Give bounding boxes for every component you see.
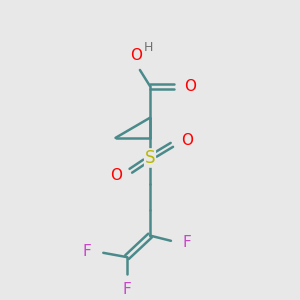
Text: F: F [83, 244, 92, 259]
Text: S: S [145, 149, 155, 167]
Text: H: H [144, 41, 153, 54]
Text: F: F [123, 282, 131, 297]
Text: O: O [181, 133, 193, 148]
Text: O: O [110, 168, 122, 183]
Text: O: O [184, 79, 196, 94]
Text: F: F [182, 235, 191, 250]
Text: O: O [130, 48, 142, 63]
